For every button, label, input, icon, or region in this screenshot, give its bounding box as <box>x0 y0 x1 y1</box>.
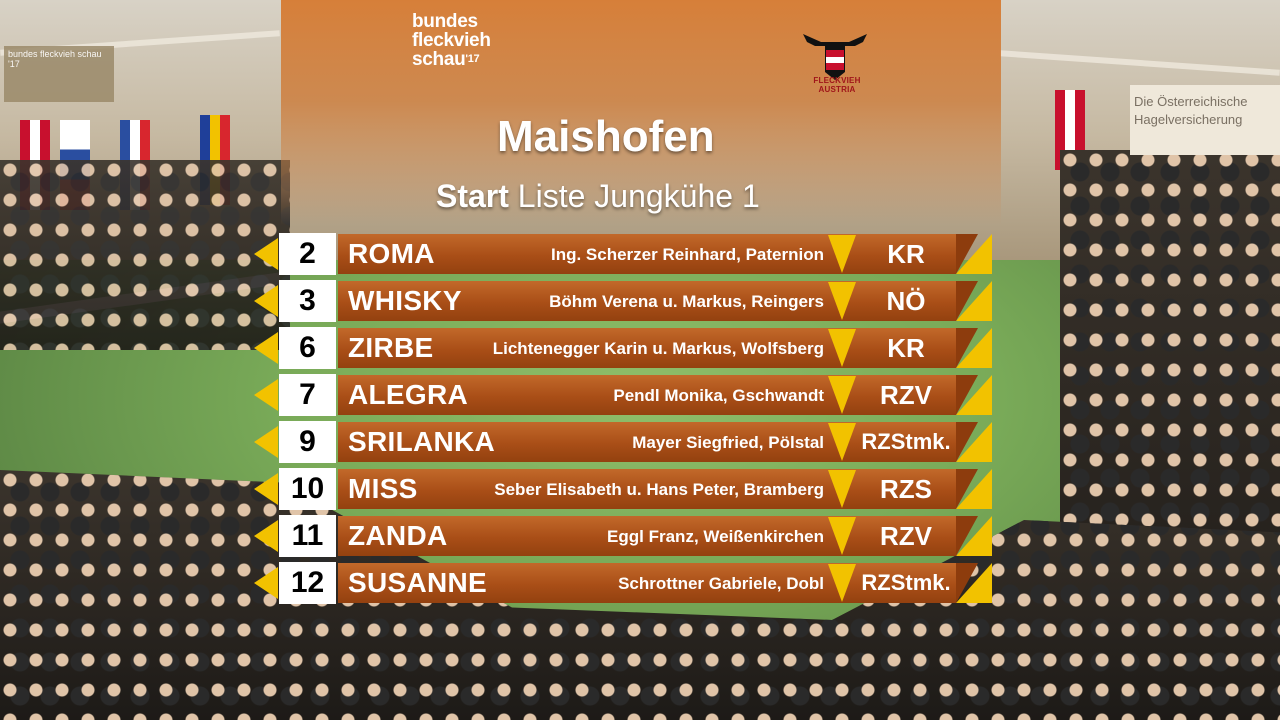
list-item: 12 SUSANNE Schrottner Gabriele, Dobl RZS… <box>252 562 1000 604</box>
sponsor-sign-line: Hagelversicherung <box>1134 112 1243 128</box>
entry-name: SRILANKA <box>348 426 496 457</box>
entry-number: 10 <box>279 468 336 510</box>
page-title: Maishofen <box>497 112 715 161</box>
sponsor-sign: Die Österreichische Hagelversicherung <box>1130 85 1280 155</box>
entry-region: RZStmk. <box>861 429 951 454</box>
entry-name: ZIRBE <box>348 332 434 363</box>
yellow-arrow-icon <box>254 238 278 270</box>
list-item: 2 ROMA Ing. Scherzer Reinhard, Paternion… <box>252 233 1000 275</box>
entry-name: ROMA <box>348 238 435 269</box>
entry-name: ZANDA <box>348 520 448 551</box>
entry-number: 7 <box>279 374 336 416</box>
corner-triangle-icon <box>956 469 978 509</box>
subtitle-bold: Start <box>436 178 509 214</box>
yellow-triangle-icon <box>828 517 856 555</box>
corner-triangle-icon <box>956 234 978 274</box>
entry-name: SUSANNE <box>348 567 488 598</box>
list-item: 9 SRILANKA Mayer Siegfried, Pölstal RZSt… <box>252 421 1000 463</box>
list-item: 3 WHISKY Böhm Verena u. Markus, Reingers… <box>252 280 1000 322</box>
yellow-triangle-icon <box>828 235 856 273</box>
entry-region: KR <box>887 239 925 269</box>
entry-owner: Mayer Siegfried, Pölstal <box>632 433 824 452</box>
entry-owner: Lichtenegger Karin u. Markus, Wolfsberg <box>492 339 824 358</box>
entry-region: RZS <box>880 474 932 504</box>
entry-number: 3 <box>279 280 336 322</box>
entry-owner: Pendl Monika, Gschwandt <box>613 386 824 405</box>
logo-text: FLECKVIEH AUSTRIA <box>813 76 861 94</box>
entry-number: 12 <box>279 562 336 604</box>
corner-triangle-icon <box>956 563 978 603</box>
event-banner: bundes fleckvieh schau '17 <box>4 46 114 102</box>
yellow-arrow-icon <box>254 567 278 599</box>
yellow-arrow-icon <box>254 473 278 505</box>
entry-owner: Schrottner Gabriele, Dobl <box>618 574 824 593</box>
yellow-triangle-icon <box>828 423 856 461</box>
entry-number: 2 <box>279 233 336 275</box>
event-banner-text: bundes fleckvieh schau '17 <box>8 49 102 69</box>
corner-triangle-icon <box>956 422 978 462</box>
yellow-arrow-icon <box>254 520 278 552</box>
entry-region: KR <box>887 333 925 363</box>
yellow-arrow-icon <box>254 379 278 411</box>
entry-owner: Seber Elisabeth u. Hans Peter, Bramberg <box>494 480 824 499</box>
corner-triangle-icon <box>956 375 978 415</box>
yellow-triangle-icon <box>828 282 856 320</box>
event-logo-line: schau'17 <box>412 49 480 70</box>
yellow-arrow-icon <box>254 426 278 458</box>
corner-triangle-icon <box>956 281 978 321</box>
entry-name: WHISKY <box>348 285 462 316</box>
entry-owner: Eggl Franz, Weißenkirchen <box>607 527 824 546</box>
event-logo-line: bundes <box>412 11 478 32</box>
list-item: 11 ZANDA Eggl Franz, Weißenkirchen RZV <box>252 515 1000 557</box>
entry-number: 11 <box>279 515 336 557</box>
sponsor-sign-line: Die Österreichische <box>1134 94 1248 109</box>
corner-triangle-icon <box>956 328 978 368</box>
yellow-triangle-icon <box>828 329 856 367</box>
entry-region: RZV <box>880 380 932 410</box>
event-logo-line: fleckvieh <box>412 30 491 51</box>
yellow-arrow-icon <box>254 285 278 317</box>
entry-number: 6 <box>279 327 336 369</box>
crowd-left <box>0 160 290 350</box>
list-item: 10 MISS Seber Elisabeth u. Hans Peter, B… <box>252 468 1000 510</box>
corner-triangle-icon <box>956 516 978 556</box>
yellow-arrow-icon <box>254 332 278 364</box>
entry-region: RZV <box>880 521 932 551</box>
page-subtitle: Start Liste Jungkühe 1 <box>436 178 760 215</box>
entry-owner: Ing. Scherzer Reinhard, Paternion <box>550 245 824 264</box>
subtitle-rest: Liste Jungkühe 1 <box>517 178 760 214</box>
list-item: 6 ZIRBE Lichtenegger Karin u. Markus, Wo… <box>252 327 1000 369</box>
overlay-panel <box>281 0 1001 225</box>
entry-owner: Böhm Verena u. Markus, Reingers <box>549 292 824 311</box>
yellow-triangle-icon <box>828 470 856 508</box>
event-logo: bundes fleckvieh schau'17 <box>412 12 491 69</box>
list-item: 7 ALEGRA Pendl Monika, Gschwandt RZV <box>252 374 1000 416</box>
entry-name: ALEGRA <box>348 379 469 410</box>
entry-region: RZStmk. <box>861 570 951 595</box>
entry-region: NÖ <box>886 286 926 316</box>
entry-name: MISS <box>348 473 418 504</box>
yellow-triangle-icon <box>828 564 856 602</box>
fleckvieh-austria-logo <box>803 34 867 80</box>
entry-number: 9 <box>279 421 336 463</box>
yellow-triangle-icon <box>828 376 856 414</box>
